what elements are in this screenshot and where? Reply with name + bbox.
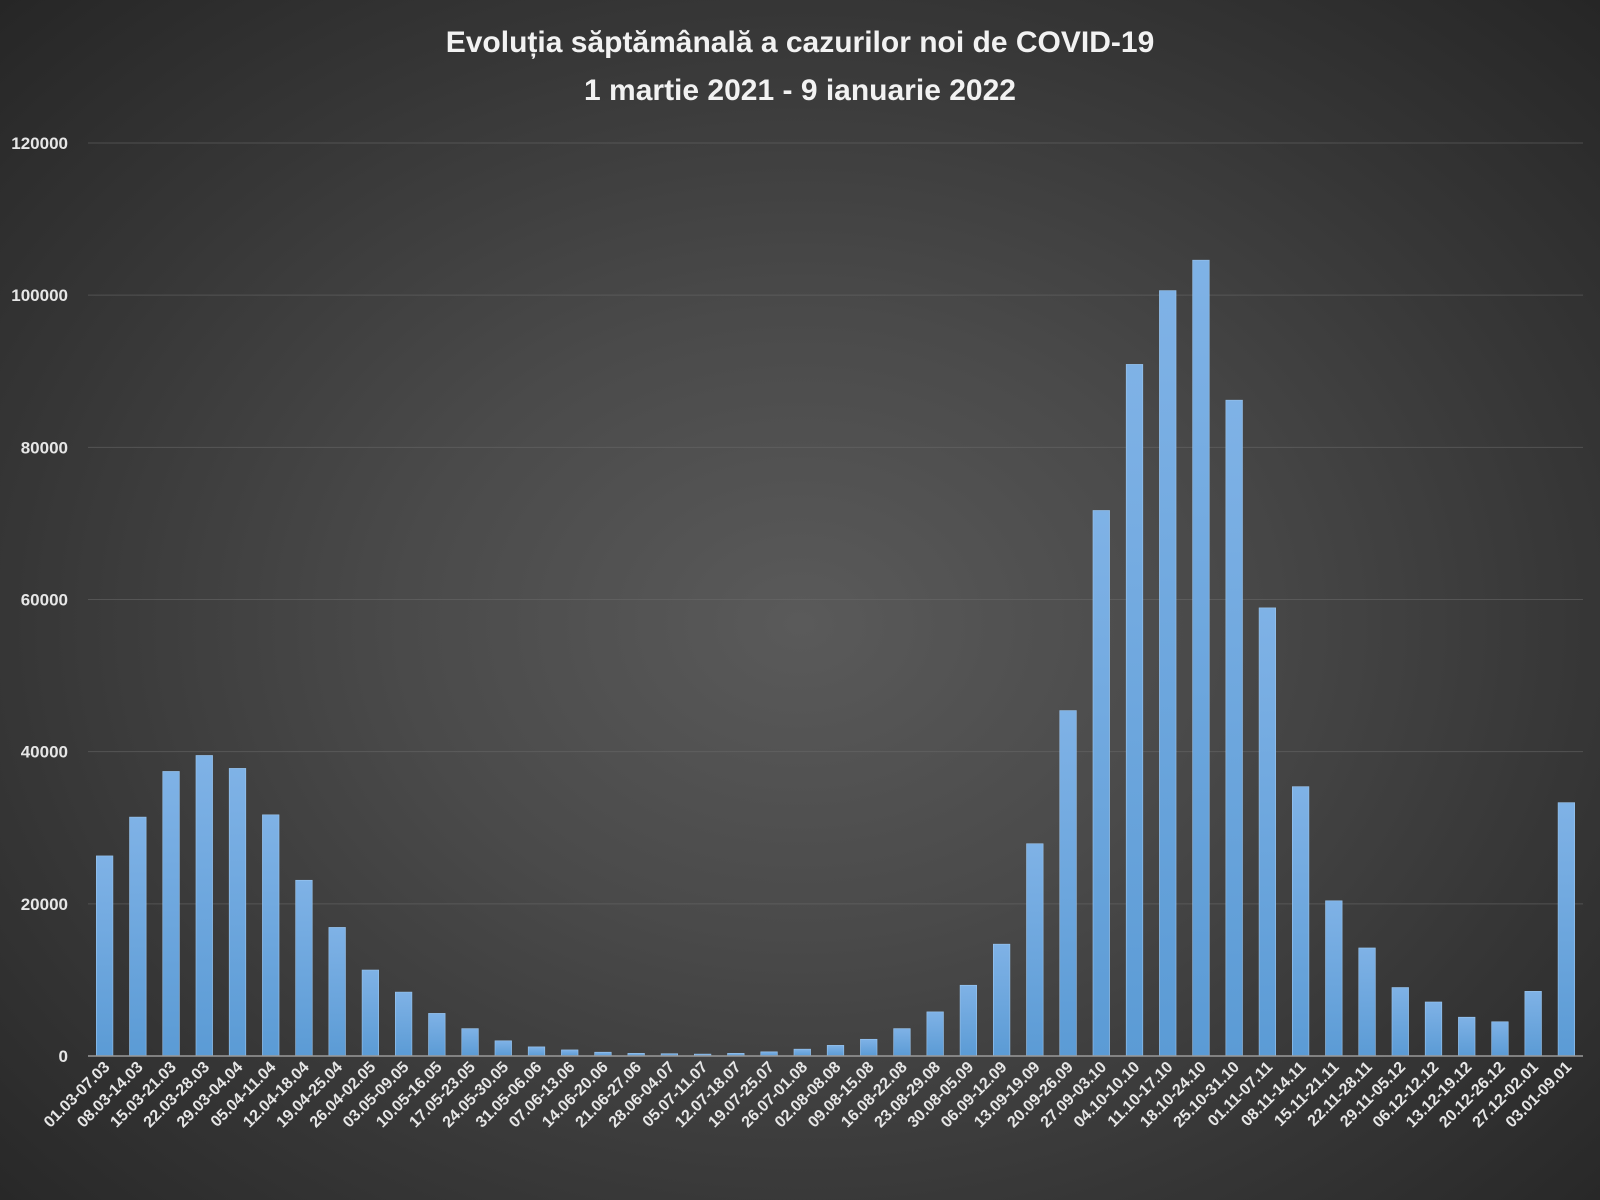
bar xyxy=(1092,510,1110,1057)
bar xyxy=(262,814,280,1057)
bar xyxy=(527,1046,546,1057)
bar xyxy=(1391,987,1409,1057)
bar xyxy=(1557,802,1575,1057)
chart-title: Evoluția săptămânală a cazurilor noi de … xyxy=(446,26,1155,59)
bar xyxy=(561,1049,579,1057)
bar xyxy=(162,771,180,1057)
bar xyxy=(295,879,313,1057)
y-tick-label: 40000 xyxy=(21,743,68,762)
bar xyxy=(1325,900,1343,1057)
bar xyxy=(1491,1021,1509,1057)
y-tick-label: 80000 xyxy=(21,438,68,457)
bar xyxy=(494,1040,512,1057)
bar xyxy=(195,755,213,1057)
bar xyxy=(129,816,147,1057)
bar xyxy=(1458,1016,1476,1057)
bar xyxy=(328,927,346,1057)
bar xyxy=(1292,786,1310,1057)
bar xyxy=(793,1048,811,1057)
y-tick-label: 100000 xyxy=(11,286,68,305)
bar xyxy=(428,1013,446,1057)
bar xyxy=(1358,947,1376,1057)
bar xyxy=(1192,259,1210,1057)
bar xyxy=(926,1011,944,1057)
bar xyxy=(228,768,247,1057)
bar xyxy=(860,1038,878,1057)
bar xyxy=(1225,399,1243,1057)
bar xyxy=(826,1045,845,1057)
y-tick-label: 0 xyxy=(59,1047,68,1066)
y-axis-ticks: 0 20000 40000 60000 80000 100000 120000 xyxy=(11,134,68,1066)
bar xyxy=(1026,843,1044,1057)
y-tick-label: 120000 xyxy=(11,134,68,153)
chart-subtitle: 1 martie 2021 - 9 ianuarie 2022 xyxy=(584,74,1016,107)
bar xyxy=(1524,991,1542,1057)
bar xyxy=(959,984,977,1057)
x-axis-ticks: 01.03-07.0308.03-14.0315.03-21.0322.03-2… xyxy=(41,1059,1575,1131)
bar xyxy=(1159,290,1177,1057)
bar xyxy=(461,1028,479,1057)
y-tick-label: 60000 xyxy=(21,591,68,610)
bars xyxy=(96,259,1575,1057)
bar xyxy=(395,991,413,1057)
y-tick-label: 20000 xyxy=(21,895,68,914)
bar xyxy=(1059,710,1077,1057)
bar xyxy=(1258,607,1276,1057)
gridlines xyxy=(88,142,1583,905)
bar xyxy=(1424,1001,1443,1057)
bar xyxy=(1125,364,1144,1057)
bar xyxy=(96,855,114,1057)
bar xyxy=(361,969,379,1057)
bar xyxy=(893,1028,911,1057)
bar xyxy=(993,943,1011,1057)
